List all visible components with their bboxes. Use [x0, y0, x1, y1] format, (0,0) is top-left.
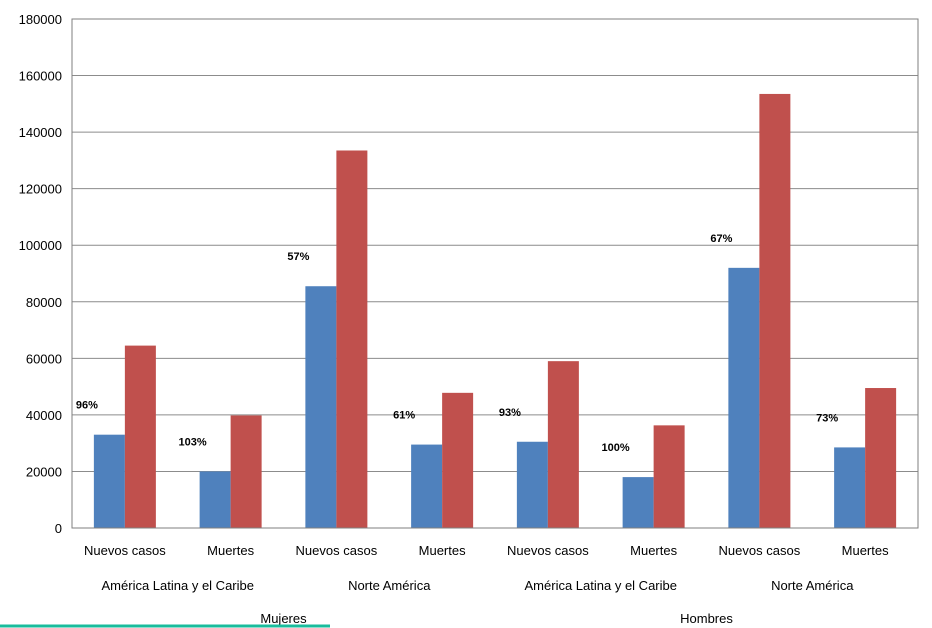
- bar-series-1: [728, 267, 760, 528]
- bar-series-1: [305, 286, 337, 528]
- bar-series-2: [865, 388, 897, 528]
- x-tick-label: Nuevos casos: [84, 543, 166, 558]
- data-label: 103%: [179, 436, 207, 448]
- x-tick-label: Muertes: [630, 543, 677, 558]
- y-tick-label: 140000: [19, 125, 62, 140]
- y-tick-label: 60000: [26, 351, 62, 366]
- x-tick-label: Nuevos casos: [296, 543, 378, 558]
- x-tick-label: Nuevos casos: [719, 543, 801, 558]
- region-label: América Latina y el Caribe: [102, 578, 254, 593]
- data-label: 96%: [76, 400, 98, 412]
- x-tick-label: Nuevos casos: [507, 543, 589, 558]
- bar-series-1: [199, 471, 231, 528]
- y-tick-label: 80000: [26, 295, 62, 310]
- y-tick-label: 20000: [26, 464, 62, 479]
- region-label: América Latina y el Caribe: [525, 578, 677, 593]
- x-tick-label: Muertes: [842, 543, 889, 558]
- data-label: 61%: [393, 410, 415, 422]
- bar-series-2: [442, 392, 474, 528]
- bar-series-1: [93, 434, 125, 528]
- y-tick-label: 160000: [19, 69, 62, 84]
- x-tick-label: Muertes: [207, 543, 254, 558]
- bar-series-2: [230, 415, 262, 528]
- bar-series-2: [547, 361, 579, 528]
- bar-series-1: [516, 441, 548, 528]
- region-label: Norte América: [771, 578, 854, 593]
- sex-label: Hombres: [680, 611, 733, 626]
- y-tick-label: 0: [55, 521, 62, 536]
- x-tick-label: Muertes: [419, 543, 466, 558]
- x-axis-ticks: Nuevos casos Muertes Nuevos casos Muertes Nu…: [84, 543, 889, 558]
- bar-series-1: [411, 444, 443, 528]
- data-label: 57%: [287, 251, 309, 263]
- group-labels: América Latina y el Caribe Norte América A…: [102, 578, 855, 626]
- data-label: 73%: [816, 412, 838, 424]
- bar-series-2: [653, 425, 685, 528]
- sex-label: Mujeres: [260, 611, 307, 626]
- data-label: 93%: [499, 407, 521, 419]
- bar-series-2: [124, 345, 156, 528]
- bar-series-2: [336, 150, 368, 528]
- bar-series-1: [622, 477, 654, 528]
- y-axis-ticks: 0 20000 40000 60000 80000 100000 120000 140000 1…: [19, 12, 62, 536]
- y-tick-label: 40000: [26, 408, 62, 423]
- y-tick-label: 120000: [19, 182, 62, 197]
- plot-frame: [71, 18, 919, 529]
- data-label: 100%: [602, 442, 630, 454]
- data-label: 67%: [710, 233, 732, 245]
- bar-series-2: [759, 93, 791, 529]
- bar-series-1: [834, 447, 866, 528]
- y-tick-label: 180000: [19, 12, 62, 27]
- y-tick-label: 100000: [19, 238, 62, 253]
- grid-lines: [72, 18, 918, 472]
- region-label: Norte América: [348, 578, 431, 593]
- bars: [93, 93, 897, 529]
- data-labels: 96% 103% 57% 61% 93% 100% 67% 73%: [76, 233, 838, 454]
